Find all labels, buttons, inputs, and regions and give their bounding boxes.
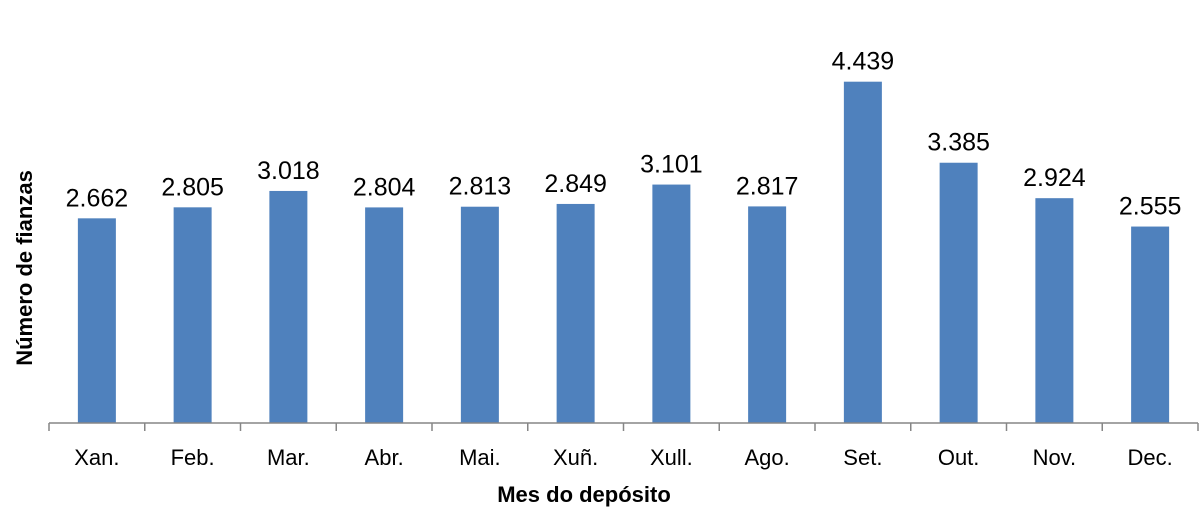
data-label-10: 3.385 — [927, 129, 990, 157]
bars-group — [77, 81, 1170, 424]
x-tick-labels-group: Xan. Feb. Mar. Abr. Mai. Xuñ. Xull. Ago. Set. Out… — [74, 445, 1173, 470]
bar-2 — [173, 207, 212, 423]
x-axis-title: Mes do depósito — [497, 482, 671, 507]
bar-6 — [556, 203, 595, 423]
y-axis-title: Número de fianzas — [12, 170, 37, 366]
x-tick-label-9: Set. — [843, 445, 882, 470]
bar-9 — [843, 81, 882, 424]
bar-11 — [1035, 198, 1074, 423]
x-tick-label-1: Xan. — [74, 445, 119, 470]
data-label-7: 3.101 — [640, 151, 703, 179]
data-label-1: 2.662 — [66, 184, 129, 212]
bar-12 — [1131, 226, 1170, 423]
bar-4 — [365, 207, 404, 423]
bar-8 — [748, 206, 787, 423]
bar-5 — [460, 206, 499, 423]
bar-1 — [77, 218, 116, 423]
x-tick-label-2: Feb. — [171, 445, 215, 470]
x-tick-label-7: Xull. — [650, 445, 693, 470]
x-tick-label-10: Out. — [938, 445, 980, 470]
data-label-12: 2.555 — [1119, 193, 1182, 221]
data-label-9: 4.439 — [832, 48, 895, 76]
x-tick-label-5: Mai. — [459, 445, 501, 470]
x-tick-label-11: Nov. — [1033, 445, 1077, 470]
data-label-11: 2.924 — [1023, 164, 1086, 192]
data-label-2: 2.805 — [161, 173, 224, 201]
bar-10 — [939, 162, 978, 423]
data-labels-group: 2.662 2.805 3.018 2.804 2.813 2.849 3.101 2.817… — [66, 48, 1182, 221]
data-label-3: 3.018 — [257, 157, 320, 185]
bar-3 — [269, 190, 308, 423]
x-tick-label-4: Abr. — [365, 445, 404, 470]
x-tick-label-3: Mar. — [267, 445, 310, 470]
x-tick-label-6: Xuñ. — [553, 445, 598, 470]
data-label-6: 2.849 — [544, 170, 607, 198]
data-label-8: 2.817 — [736, 172, 799, 200]
data-label-5: 2.813 — [449, 173, 512, 201]
x-axis-ticks-group — [48, 423, 1199, 431]
x-tick-label-12: Dec. — [1128, 445, 1173, 470]
x-tick-label-8: Ago. — [744, 445, 789, 470]
bar-7 — [652, 184, 691, 423]
data-label-4: 2.804 — [353, 173, 416, 201]
